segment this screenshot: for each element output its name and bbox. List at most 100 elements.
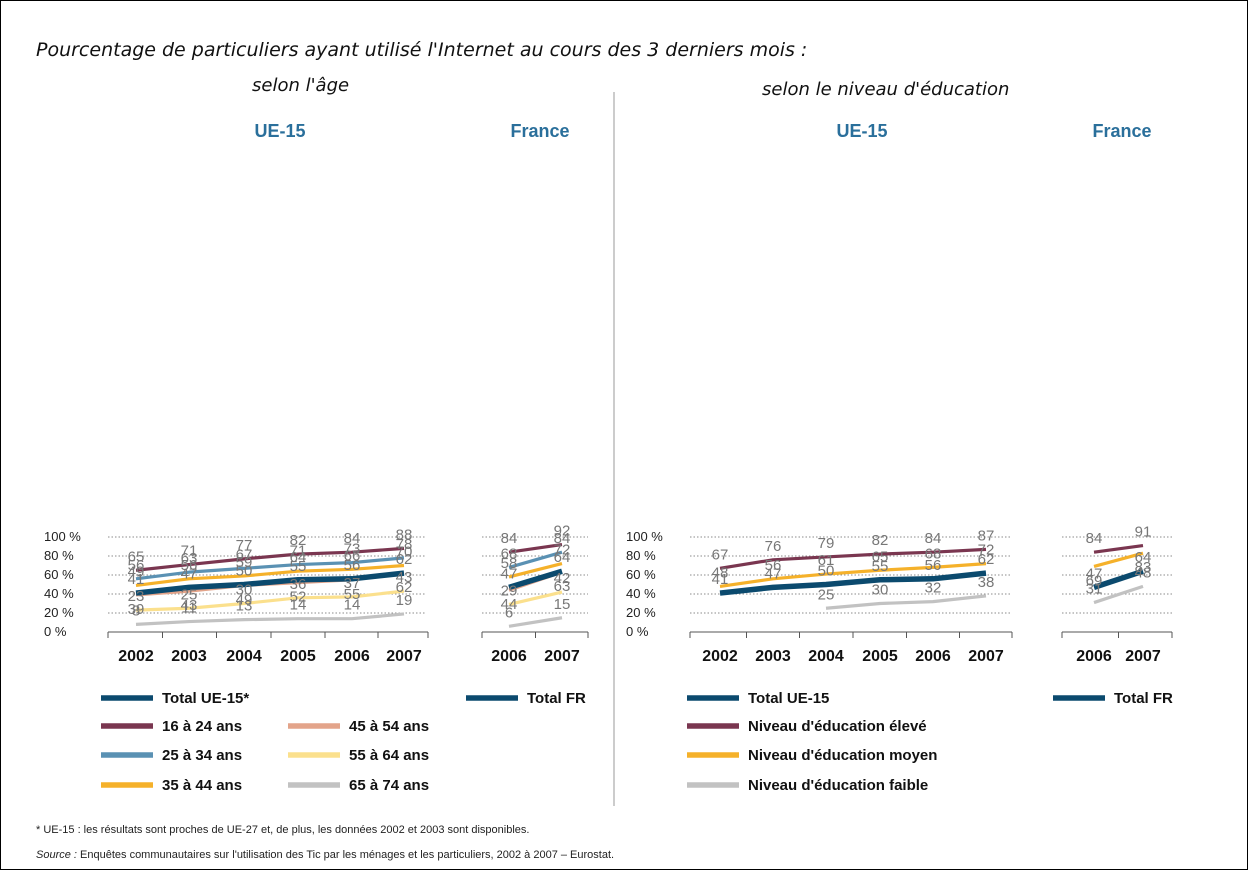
data-label: 25 xyxy=(181,586,198,603)
data-label: 19 xyxy=(396,592,413,609)
data-label: 73 xyxy=(344,541,361,558)
series-line xyxy=(508,590,563,607)
panel-title: UE-15 xyxy=(836,121,887,141)
data-label: 14 xyxy=(344,597,361,614)
series-line xyxy=(135,556,405,581)
legend-label: 45 à 54 ans xyxy=(349,718,429,735)
x-tick-label: 2004 xyxy=(226,648,262,665)
data-label: 56 xyxy=(344,557,361,574)
data-label: 31 xyxy=(1086,581,1103,598)
x-tick-label: 2007 xyxy=(968,648,1004,665)
data-label: 65 xyxy=(128,548,145,565)
y-tick-label: 80 % xyxy=(626,548,656,563)
data-label: 43 xyxy=(396,569,413,586)
data-label: 56 xyxy=(925,557,942,574)
data-label: 64 xyxy=(290,549,307,566)
x-tick-label: 2005 xyxy=(280,648,316,665)
data-label: 42 xyxy=(554,570,571,587)
legend-label: Total UE-15* xyxy=(162,690,249,707)
y-tick-label: 0 % xyxy=(44,624,67,639)
x-tick-label: 2003 xyxy=(755,648,791,665)
data-label: 32 xyxy=(925,580,942,597)
series-line xyxy=(508,568,563,590)
data-label: 56 xyxy=(128,557,145,574)
data-label: 39 xyxy=(128,601,145,618)
data-label: 13 xyxy=(236,598,253,615)
data-label: 47 xyxy=(765,565,782,582)
panel-title: UE-15 xyxy=(254,121,305,141)
legend-label: 35 à 44 ans xyxy=(162,777,242,794)
series-line xyxy=(508,616,563,628)
chart-title: Pourcentage de particuliers ayant utilis… xyxy=(36,39,807,61)
data-label: 84 xyxy=(925,530,942,547)
data-label: 63 xyxy=(181,550,198,567)
data-label: 66 xyxy=(344,547,361,564)
data-label: 36 xyxy=(290,576,307,593)
subtitle-age: selon l'âge xyxy=(252,75,349,96)
series-line xyxy=(135,546,405,572)
data-label: 59 xyxy=(236,554,253,571)
data-label: 62 xyxy=(396,579,413,596)
legend-label: Total UE-15 xyxy=(748,690,829,707)
source-text: Enquêtes communautaires sur l'utilisatio… xyxy=(77,849,614,861)
data-label: 79 xyxy=(818,535,835,552)
series-line xyxy=(719,562,987,588)
data-label: 91 xyxy=(1135,524,1152,541)
x-tick-label: 2003 xyxy=(171,648,207,665)
series-line xyxy=(508,543,563,554)
data-label: 55 xyxy=(290,558,307,575)
data-label: 56 xyxy=(181,557,198,574)
data-label: 84 xyxy=(554,530,571,547)
series-line xyxy=(508,550,563,569)
legend-label: Niveau d'éducation moyen xyxy=(748,747,937,764)
data-label: 68 xyxy=(925,545,942,562)
y-tick-label: 0 % xyxy=(626,624,649,639)
x-tick-label: 2006 xyxy=(1076,648,1112,665)
legend-label: 25 à 34 ans xyxy=(162,747,242,764)
data-label: 64 xyxy=(554,549,571,566)
data-label: 62 xyxy=(978,551,995,568)
data-label: 55 xyxy=(344,586,361,603)
data-label: 70 xyxy=(396,544,413,561)
data-label: 48 xyxy=(712,564,729,581)
y-tick-label: 100 % xyxy=(44,529,81,544)
data-label: 87 xyxy=(978,527,995,544)
subtitle-education: selon le niveau d'éducation xyxy=(762,79,1009,100)
series-line xyxy=(825,594,987,610)
data-label: 82 xyxy=(872,532,889,549)
data-label: 11 xyxy=(181,600,197,617)
data-label: 14 xyxy=(290,597,307,614)
y-tick-label: 60 % xyxy=(44,567,74,582)
data-label: 47 xyxy=(501,565,518,582)
data-label: 77 xyxy=(236,537,253,554)
data-label: 71 xyxy=(290,543,307,560)
data-label: 68 xyxy=(501,545,518,562)
data-label: 49 xyxy=(236,591,253,608)
legend-label: Total FR xyxy=(527,690,586,707)
data-label: 50 xyxy=(818,563,835,580)
data-label: 15 xyxy=(554,596,571,613)
data-label: 64 xyxy=(1135,549,1152,566)
legend-label: 16 à 24 ans xyxy=(162,718,242,735)
data-label: 29 xyxy=(501,582,518,599)
data-label: 61 xyxy=(818,552,835,569)
data-label: 25 xyxy=(818,586,835,603)
series-line xyxy=(135,570,405,596)
data-label: 76 xyxy=(765,538,782,555)
data-label: 47 xyxy=(181,565,198,582)
data-label: 38 xyxy=(978,574,995,591)
data-label: 41 xyxy=(712,571,729,588)
x-tick-label: 2006 xyxy=(334,648,370,665)
series-line xyxy=(1093,551,1144,568)
data-label: 6 xyxy=(505,604,513,621)
data-label: 30 xyxy=(872,582,889,599)
data-label: 82 xyxy=(290,532,307,549)
data-label: 67 xyxy=(712,546,729,563)
data-label: 47 xyxy=(1086,565,1103,582)
y-tick-label: 20 % xyxy=(44,605,74,620)
data-label: 63 xyxy=(554,578,571,595)
data-label: 56 xyxy=(765,557,782,574)
x-tick-label: 2002 xyxy=(702,648,738,665)
data-label: 62 xyxy=(396,551,413,568)
